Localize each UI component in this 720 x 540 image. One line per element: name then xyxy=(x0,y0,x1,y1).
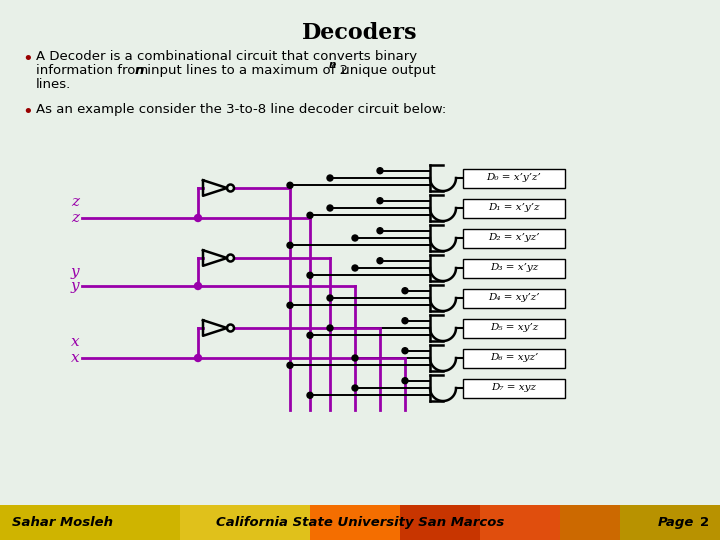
Circle shape xyxy=(377,198,383,204)
Circle shape xyxy=(402,348,408,354)
FancyBboxPatch shape xyxy=(0,0,720,510)
Circle shape xyxy=(287,183,293,188)
Circle shape xyxy=(307,392,313,399)
Circle shape xyxy=(307,332,313,338)
FancyBboxPatch shape xyxy=(0,505,720,540)
Bar xyxy=(480,505,560,540)
Text: D₅ = xy’z: D₅ = xy’z xyxy=(490,323,538,333)
Bar xyxy=(620,505,720,540)
Circle shape xyxy=(377,228,383,234)
Circle shape xyxy=(352,265,358,271)
FancyBboxPatch shape xyxy=(463,319,565,338)
Text: input lines to a maximum of 2: input lines to a maximum of 2 xyxy=(143,64,348,77)
Text: As an example consider the 3-to-8 line decoder circuit below:: As an example consider the 3-to-8 line d… xyxy=(36,103,446,116)
Circle shape xyxy=(194,354,202,361)
Circle shape xyxy=(402,318,408,323)
Circle shape xyxy=(402,377,408,384)
Text: x: x xyxy=(71,351,79,365)
Circle shape xyxy=(287,242,293,248)
Text: Page: Page xyxy=(658,516,694,529)
Text: A Decoder is a combinational circuit that converts binary: A Decoder is a combinational circuit tha… xyxy=(36,50,417,63)
Circle shape xyxy=(327,325,333,331)
Text: D₇ = xyz: D₇ = xyz xyxy=(492,383,536,393)
Circle shape xyxy=(402,288,408,294)
Text: y: y xyxy=(71,265,79,279)
Text: D₆ = xyz’: D₆ = xyz’ xyxy=(490,354,538,362)
Text: information from: information from xyxy=(36,64,153,77)
Text: D₃ = x’yz: D₃ = x’yz xyxy=(490,264,538,273)
Text: •: • xyxy=(22,50,32,68)
Text: lines.: lines. xyxy=(36,78,71,91)
Circle shape xyxy=(352,385,358,391)
Text: •: • xyxy=(22,103,32,121)
Text: D₁ = x’y’z: D₁ = x’y’z xyxy=(488,204,540,213)
FancyBboxPatch shape xyxy=(463,379,565,397)
FancyBboxPatch shape xyxy=(463,288,565,307)
Circle shape xyxy=(377,258,383,264)
Text: y: y xyxy=(71,279,79,293)
Text: California State University San Marcos: California State University San Marcos xyxy=(216,516,504,529)
Circle shape xyxy=(377,168,383,174)
Text: z: z xyxy=(71,195,79,209)
Text: 2: 2 xyxy=(700,516,709,529)
Circle shape xyxy=(352,355,358,361)
Text: x: x xyxy=(71,335,79,349)
Text: n: n xyxy=(329,60,336,70)
Text: D₂ = x’yz’: D₂ = x’yz’ xyxy=(488,233,540,242)
Bar xyxy=(400,505,480,540)
Circle shape xyxy=(352,235,358,241)
Circle shape xyxy=(194,214,202,221)
Circle shape xyxy=(327,295,333,301)
FancyBboxPatch shape xyxy=(463,348,565,368)
FancyBboxPatch shape xyxy=(463,199,565,218)
Text: z: z xyxy=(71,211,79,225)
Bar xyxy=(180,505,310,540)
Bar xyxy=(0,505,180,540)
Text: D₀ = x’y’z’: D₀ = x’y’z’ xyxy=(487,173,541,183)
Text: Decoders: Decoders xyxy=(302,22,418,44)
Text: unique output: unique output xyxy=(337,64,436,77)
Circle shape xyxy=(307,212,313,218)
Text: D₄ = xy’z’: D₄ = xy’z’ xyxy=(488,294,540,302)
FancyBboxPatch shape xyxy=(463,168,565,187)
Circle shape xyxy=(287,362,293,368)
Bar xyxy=(560,505,620,540)
Circle shape xyxy=(327,205,333,211)
Circle shape xyxy=(194,282,202,289)
FancyBboxPatch shape xyxy=(463,259,565,278)
Text: n: n xyxy=(135,64,145,77)
Bar xyxy=(310,505,400,540)
Circle shape xyxy=(287,302,293,308)
Circle shape xyxy=(307,272,313,278)
Circle shape xyxy=(327,175,333,181)
Text: Sahar Mosleh: Sahar Mosleh xyxy=(12,516,113,529)
FancyBboxPatch shape xyxy=(463,228,565,247)
